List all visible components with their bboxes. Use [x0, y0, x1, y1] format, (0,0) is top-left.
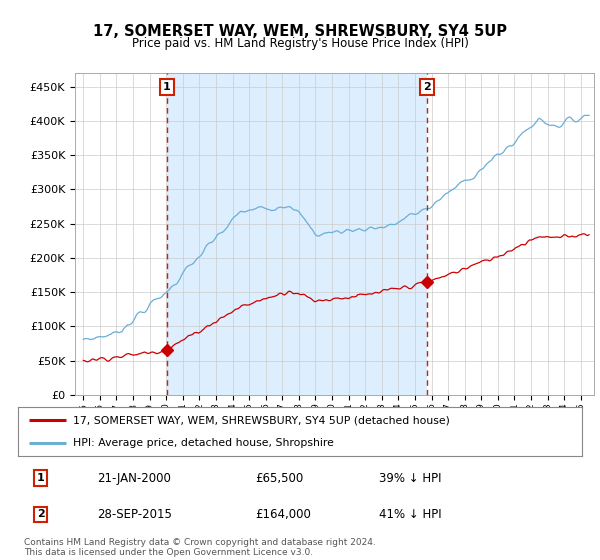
Text: £65,500: £65,500 [255, 472, 303, 484]
Text: 1: 1 [163, 82, 171, 92]
Text: Contains HM Land Registry data © Crown copyright and database right 2024.
This d: Contains HM Land Registry data © Crown c… [24, 538, 376, 557]
Text: 28-SEP-2015: 28-SEP-2015 [97, 508, 172, 521]
Text: 1: 1 [37, 473, 44, 483]
Text: Price paid vs. HM Land Registry's House Price Index (HPI): Price paid vs. HM Land Registry's House … [131, 37, 469, 50]
Text: 39% ↓ HPI: 39% ↓ HPI [379, 472, 442, 484]
Text: 17, SOMERSET WAY, WEM, SHREWSBURY, SY4 5UP: 17, SOMERSET WAY, WEM, SHREWSBURY, SY4 5… [93, 24, 507, 39]
Text: 2: 2 [424, 82, 431, 92]
Text: 17, SOMERSET WAY, WEM, SHREWSBURY, SY4 5UP (detached house): 17, SOMERSET WAY, WEM, SHREWSBURY, SY4 5… [73, 416, 450, 426]
Text: 2: 2 [37, 510, 44, 520]
Text: £164,000: £164,000 [255, 508, 311, 521]
Text: 21-JAN-2000: 21-JAN-2000 [97, 472, 171, 484]
Text: HPI: Average price, detached house, Shropshire: HPI: Average price, detached house, Shro… [73, 438, 334, 448]
Bar [167, 73, 427, 395]
Text: 41% ↓ HPI: 41% ↓ HPI [379, 508, 442, 521]
